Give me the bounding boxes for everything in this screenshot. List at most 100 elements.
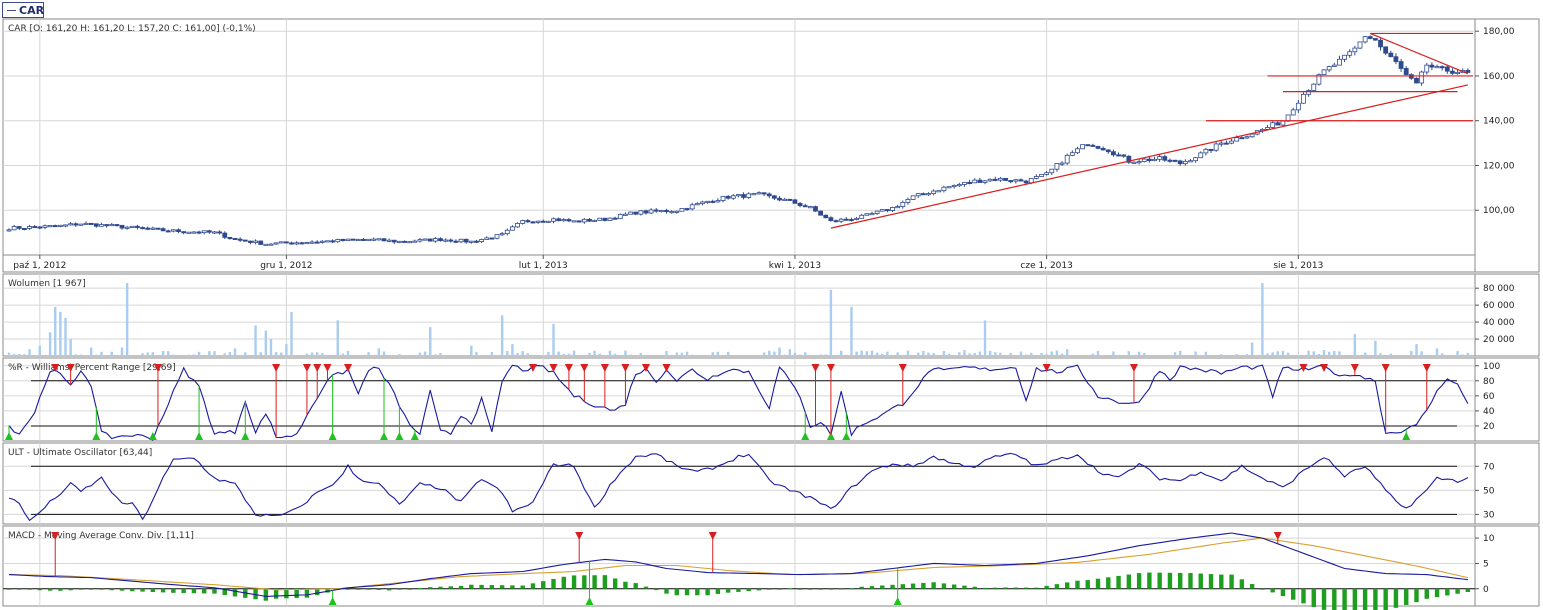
volume-bar xyxy=(988,350,992,356)
volume-bar xyxy=(947,353,951,356)
buy-signal-marker xyxy=(585,597,594,605)
candle xyxy=(705,200,711,203)
volume-bar xyxy=(593,350,596,356)
candle xyxy=(1450,70,1455,74)
volume-bar xyxy=(917,352,920,356)
macd-histogram-bar xyxy=(304,588,310,598)
macd-histogram-bar xyxy=(27,588,32,590)
candle xyxy=(900,202,906,207)
candle xyxy=(1388,52,1394,58)
macd-histogram-bar xyxy=(951,584,957,589)
volume-bar xyxy=(161,350,165,356)
volume-bar xyxy=(254,325,257,356)
candle xyxy=(73,223,79,226)
candle xyxy=(1306,90,1312,95)
sell-signal-marker xyxy=(826,364,835,372)
macd-histogram-bar xyxy=(1085,580,1090,589)
candle xyxy=(412,240,418,243)
macd-histogram-bar xyxy=(6,588,12,590)
candle xyxy=(1008,180,1014,183)
candle xyxy=(1373,38,1378,41)
volume-bar xyxy=(1024,354,1028,356)
candle xyxy=(1131,161,1137,164)
volume-bar xyxy=(711,352,714,356)
candle xyxy=(653,209,659,212)
candle xyxy=(864,213,870,216)
volume-bar xyxy=(675,352,678,356)
macd-histogram-bar xyxy=(561,576,566,589)
candle xyxy=(931,190,937,194)
macd-histogram-bar xyxy=(1301,588,1306,604)
volume-bar xyxy=(1143,352,1146,356)
candle xyxy=(941,186,947,192)
volume-bar xyxy=(516,353,519,356)
volume-bar xyxy=(110,351,113,356)
macd-histogram-bar xyxy=(1249,584,1255,589)
macd-histogram-bar xyxy=(489,585,495,589)
x-tick-label: gru 1, 2012 xyxy=(260,261,312,271)
y-tick-label: 0 xyxy=(1483,585,1489,595)
candle xyxy=(1234,137,1240,142)
macd-histogram-bar xyxy=(1291,588,1296,600)
sell-signal-marker xyxy=(549,364,558,372)
candle xyxy=(345,238,351,241)
macd-histogram-bar xyxy=(376,588,382,590)
macd-histogram-bar xyxy=(1311,588,1316,608)
volume-bar xyxy=(1235,354,1238,356)
candle xyxy=(813,206,818,212)
candle xyxy=(885,209,890,212)
candle xyxy=(1033,176,1039,179)
macd-histogram-bar xyxy=(181,588,186,594)
volume-bar xyxy=(285,344,288,356)
candle xyxy=(504,229,510,235)
candle xyxy=(761,192,767,195)
candle xyxy=(309,241,315,244)
candle xyxy=(854,217,859,220)
volume-bar xyxy=(167,351,170,356)
macd-histogram-bar xyxy=(130,588,135,592)
candle xyxy=(489,237,495,240)
candle xyxy=(669,211,675,214)
macd-histogram-bar xyxy=(458,585,464,589)
macd-histogram-bar xyxy=(1136,573,1142,589)
candle xyxy=(576,220,582,223)
candle xyxy=(946,186,952,189)
volume-bar xyxy=(1307,350,1310,356)
macd-histogram-bar xyxy=(284,588,289,599)
candle xyxy=(232,237,238,240)
volume-bar xyxy=(629,354,632,356)
candle xyxy=(1357,41,1363,49)
ticker-tab[interactable]: CAR xyxy=(2,2,44,18)
candle xyxy=(674,210,680,213)
candle xyxy=(1141,158,1147,162)
volume-bar xyxy=(521,351,524,356)
macd-histogram-bar xyxy=(109,588,114,591)
macd-histogram-bar xyxy=(1064,582,1070,589)
volume-bar xyxy=(567,353,571,356)
candle xyxy=(1146,158,1152,162)
y-tick-label: 100,00 xyxy=(1483,206,1515,216)
macd-histogram-bar xyxy=(910,583,916,589)
candle xyxy=(1049,168,1055,174)
candle xyxy=(838,218,844,222)
macd-histogram-bar xyxy=(1188,573,1193,589)
macd-histogram-bar xyxy=(541,581,546,589)
candle xyxy=(299,242,305,245)
pane-title: Wolumen [1 967] xyxy=(8,279,86,289)
volume-bar xyxy=(773,351,776,356)
candle xyxy=(402,240,407,243)
candle xyxy=(756,192,762,195)
macd-histogram-bar xyxy=(68,588,73,591)
y-tick-label: 50 xyxy=(1483,486,1495,496)
candle xyxy=(530,221,536,224)
candle xyxy=(396,240,402,243)
y-tick-label: 80 xyxy=(1483,377,1495,387)
volume-bar xyxy=(1281,350,1285,356)
candle xyxy=(1239,137,1245,140)
macd-histogram-bar xyxy=(674,588,679,596)
candle xyxy=(915,193,921,197)
sell-signal-marker xyxy=(898,364,907,372)
macd-histogram-bar xyxy=(736,588,741,592)
macd-histogram-bar xyxy=(1106,577,1111,589)
candle xyxy=(1100,147,1106,151)
